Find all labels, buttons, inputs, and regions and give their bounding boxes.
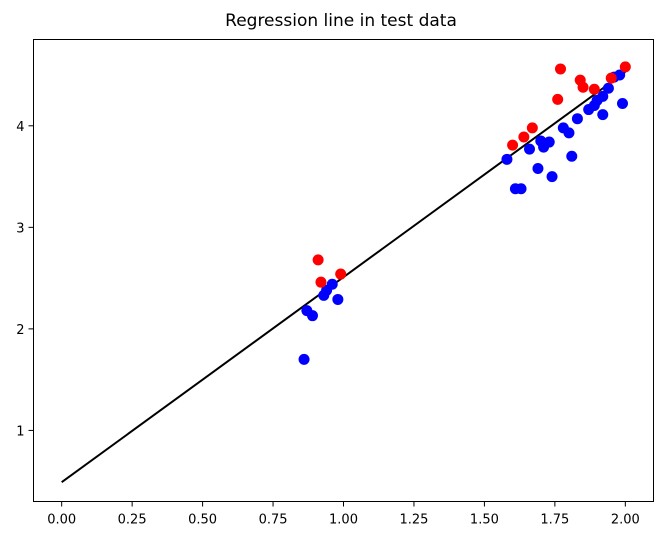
red-data-point <box>312 254 324 266</box>
red-data-point <box>335 268 347 280</box>
blue-data-point <box>546 171 558 183</box>
blue-data-point <box>597 109 609 121</box>
blue-data-point <box>617 97 628 109</box>
x-tick-label: 1.00 <box>329 513 358 528</box>
red-data-point <box>577 81 589 93</box>
y-tick-label: 1 <box>16 424 24 439</box>
x-tick-label: 1.25 <box>399 513 428 528</box>
blue-data-point <box>326 278 338 290</box>
x-tick-label: 1.75 <box>540 513 569 528</box>
x-tick-label: 0.75 <box>259 513 288 528</box>
red-data-point <box>619 61 631 73</box>
red-data-point <box>605 72 617 84</box>
red-data-point <box>526 122 538 134</box>
red-data-point <box>518 131 530 143</box>
axis-ticks: 0.00 0.25 0.50 0.75 1.00 1.25 1.50 1.75 2.00 1 2 3 4 <box>16 120 640 528</box>
blue-data-point <box>614 69 626 81</box>
blue-data-point <box>524 143 535 155</box>
x-tick-label: 0.25 <box>118 513 147 528</box>
blue-data-point <box>307 310 318 322</box>
blue-data-point <box>501 153 513 165</box>
blue-data-point <box>332 293 344 305</box>
y-tick-label: 3 <box>16 221 24 236</box>
blue-data-point <box>532 162 544 174</box>
x-tick-label: 0.00 <box>47 513 76 528</box>
y-tick-label: 4 <box>16 120 24 135</box>
blue-data-point <box>563 127 575 139</box>
red-data-point <box>507 139 519 151</box>
blue-data-point <box>543 136 555 148</box>
blue-data-point <box>602 82 614 94</box>
blue-data-point <box>515 183 527 195</box>
x-tick-label: 1.50 <box>470 513 499 528</box>
blue-data-point <box>566 150 578 162</box>
blue-data-point <box>298 353 310 365</box>
x-tick-label: 2.00 <box>611 513 640 528</box>
blue-data-point <box>597 90 609 102</box>
red-data-point <box>588 83 600 95</box>
y-tick-label: 2 <box>16 323 24 338</box>
red-data-point <box>315 276 327 288</box>
chart-title: Regression line in test data <box>225 11 457 31</box>
red-data-point <box>552 93 564 105</box>
x-tick-label: 0.50 <box>188 513 217 528</box>
blue-data-point <box>571 113 583 125</box>
red-data-point <box>555 63 566 75</box>
points-layer <box>298 61 631 365</box>
